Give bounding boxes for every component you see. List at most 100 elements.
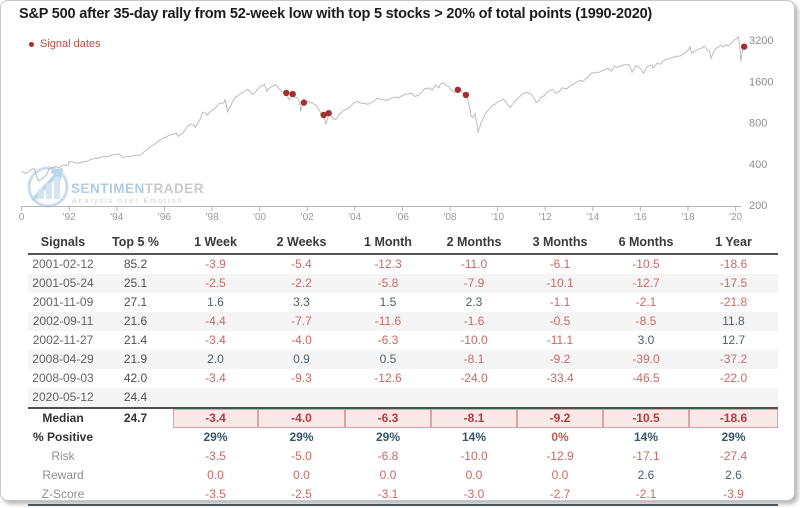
x-tick-label: '12 xyxy=(539,212,552,223)
signal-date-cell: 2020-05-12 xyxy=(28,388,98,408)
stat-value-cell: -5.0 xyxy=(291,449,312,463)
chart-title: S&P 500 after 35-day rally from 52-week … xyxy=(19,6,653,22)
table-row: 2020-05-12 24.4 xyxy=(28,388,778,408)
signal-date-cell: 2002-11-27 xyxy=(32,333,94,347)
table-row: 2002-11-27 21.4 -3.4 -4.0 -6.3 -10.0 -11.1 3.0 1… xyxy=(28,331,778,350)
x-tick-label: '92 xyxy=(63,212,76,223)
return-cell: -46.5 xyxy=(632,371,660,385)
column-header: 1 Week xyxy=(173,232,258,255)
empty-cell xyxy=(98,485,173,506)
return-cell: -4.0 xyxy=(291,333,312,347)
top5-cell: 21.9 xyxy=(98,350,173,369)
chart-legend: Signal dates xyxy=(29,38,101,50)
signal-dot-icon xyxy=(29,41,34,47)
watermark-name: SENTIMENTRADER xyxy=(71,181,204,196)
return-cell: 0.9 xyxy=(258,350,345,369)
return-cell: -22.0 xyxy=(719,371,748,385)
median-return-cell: -3.4 xyxy=(173,407,258,428)
x-tick-label: '10 xyxy=(491,212,504,223)
return-cell: -2.1 xyxy=(635,295,657,309)
logo-bar-icon xyxy=(46,183,52,199)
stat-value-cell: 0.0 xyxy=(465,468,483,482)
return-cell: 0.5 xyxy=(345,350,431,369)
return-cell: -21.8 xyxy=(719,295,748,309)
return-cell: -12.7 xyxy=(603,274,689,293)
x-tick-label: '18 xyxy=(681,212,694,223)
return-cell: -39.0 xyxy=(603,350,689,369)
column-header: Signals xyxy=(28,232,98,255)
x-tick-label: '16 xyxy=(634,212,647,223)
signal-returns-table: Signals Top 5 % 1 Week 2 Weeks 1 Month 2 Mont… xyxy=(28,232,778,506)
pct-positive-cell: 14% xyxy=(461,430,487,444)
column-header: Top 5 % xyxy=(98,232,173,255)
return-cell: -12.3 xyxy=(374,257,402,271)
median-row: Median 24.7 -3.4 -4.0 -6.3 -8.1 -9.2 -10.5 -18.6 xyxy=(28,407,778,428)
return-cell: -3.4 xyxy=(205,371,226,385)
return-cell: -7.9 xyxy=(431,274,517,293)
stat-row: Z-Score -3.5 -2.5 -3.1 -3.0 -2.7 -2.1 -3.9 xyxy=(28,485,778,506)
stat-value-cell: -6.8 xyxy=(377,449,399,463)
signal-dot xyxy=(300,99,308,106)
x-tick-label: 0 xyxy=(19,212,25,223)
table-row: 2002-09-11 21.6 -4.4 -7.7 -11.6 -1.6 -0.5 -8.5 1… xyxy=(28,312,778,331)
median-top5-cell: 24.7 xyxy=(98,407,173,428)
return-cell: -11.0 xyxy=(460,257,488,271)
y-tick-label: 800 xyxy=(749,118,767,130)
stat-label: Risk xyxy=(51,449,75,463)
return-cell xyxy=(603,388,689,408)
top5-cell: 21.4 xyxy=(123,333,148,347)
return-cell: -10.5 xyxy=(632,257,660,271)
x-tick-label: '96 xyxy=(158,212,171,223)
pct-positive-cell: 29% xyxy=(203,430,228,444)
median-return-cell: -8.1 xyxy=(431,407,517,428)
return-cell xyxy=(345,388,431,408)
stat-row: Reward 0.0 0.0 0.0 0.0 0.0 2.6 2.6 xyxy=(28,466,778,485)
return-cell: 3.3 xyxy=(293,295,310,309)
x-tick-label: '94 xyxy=(110,212,123,223)
median-return-cell: -18.6 xyxy=(689,407,778,428)
table-row: 2008-09-03 42.0 -3.4 -9.3 -12.6 -24.0 -33.4 -46… xyxy=(28,369,778,388)
return-cell: 3.0 xyxy=(637,333,655,347)
signal-dot xyxy=(320,111,327,119)
return-cell: 1.6 xyxy=(207,295,224,309)
return-cell: -2.2 xyxy=(258,274,345,293)
signal-date-cell: 2002-09-11 xyxy=(28,312,98,331)
median-return-cell: -10.5 xyxy=(603,407,689,428)
column-header: 1 Year xyxy=(689,232,778,255)
signal-dot xyxy=(289,90,296,98)
median-return-cell: -4.0 xyxy=(258,407,345,428)
x-tick-label: '08 xyxy=(443,212,456,223)
stat-value-cell: -3.0 xyxy=(431,485,517,506)
x-tick-label: '14 xyxy=(586,212,599,223)
legend-label: Signal dates xyxy=(40,38,101,50)
x-tick-label: '06 xyxy=(396,212,409,223)
return-cell xyxy=(173,388,258,408)
return-cell: -9.3 xyxy=(291,371,312,385)
y-tick-label: 200 xyxy=(749,200,767,212)
return-cell: 2.0 xyxy=(173,350,258,369)
return-cell: -5.4 xyxy=(291,257,312,271)
return-cell xyxy=(517,388,603,408)
signal-date-cell: 2001-02-12 xyxy=(32,257,94,271)
logo-bar-icon xyxy=(38,189,44,199)
return-cell: -9.2 xyxy=(517,350,603,369)
top5-cell: 24.4 xyxy=(98,388,173,408)
return-cell: -11.1 xyxy=(546,333,574,347)
return-cell: -5.8 xyxy=(345,274,431,293)
return-cell: -3.9 xyxy=(205,257,226,271)
x-tick-label: '20 xyxy=(729,212,742,223)
median-return-cell: -9.2 xyxy=(517,407,603,428)
signal-dot xyxy=(462,91,470,99)
signal-dot xyxy=(454,86,462,93)
return-cell: -17.5 xyxy=(689,274,778,293)
stat-label: Z-Score xyxy=(28,485,98,506)
column-header: 3 Months xyxy=(517,232,603,255)
column-header: 2 Weeks xyxy=(258,232,345,255)
stat-value-cell: 0.0 xyxy=(207,468,224,482)
stat-value-cell: -27.4 xyxy=(719,449,748,463)
top5-cell: 21.6 xyxy=(98,312,173,331)
pct-positive-cell: 29% xyxy=(721,430,746,444)
pct-positive-cell: 29% xyxy=(289,430,314,444)
column-header: 2 Months xyxy=(431,232,517,255)
